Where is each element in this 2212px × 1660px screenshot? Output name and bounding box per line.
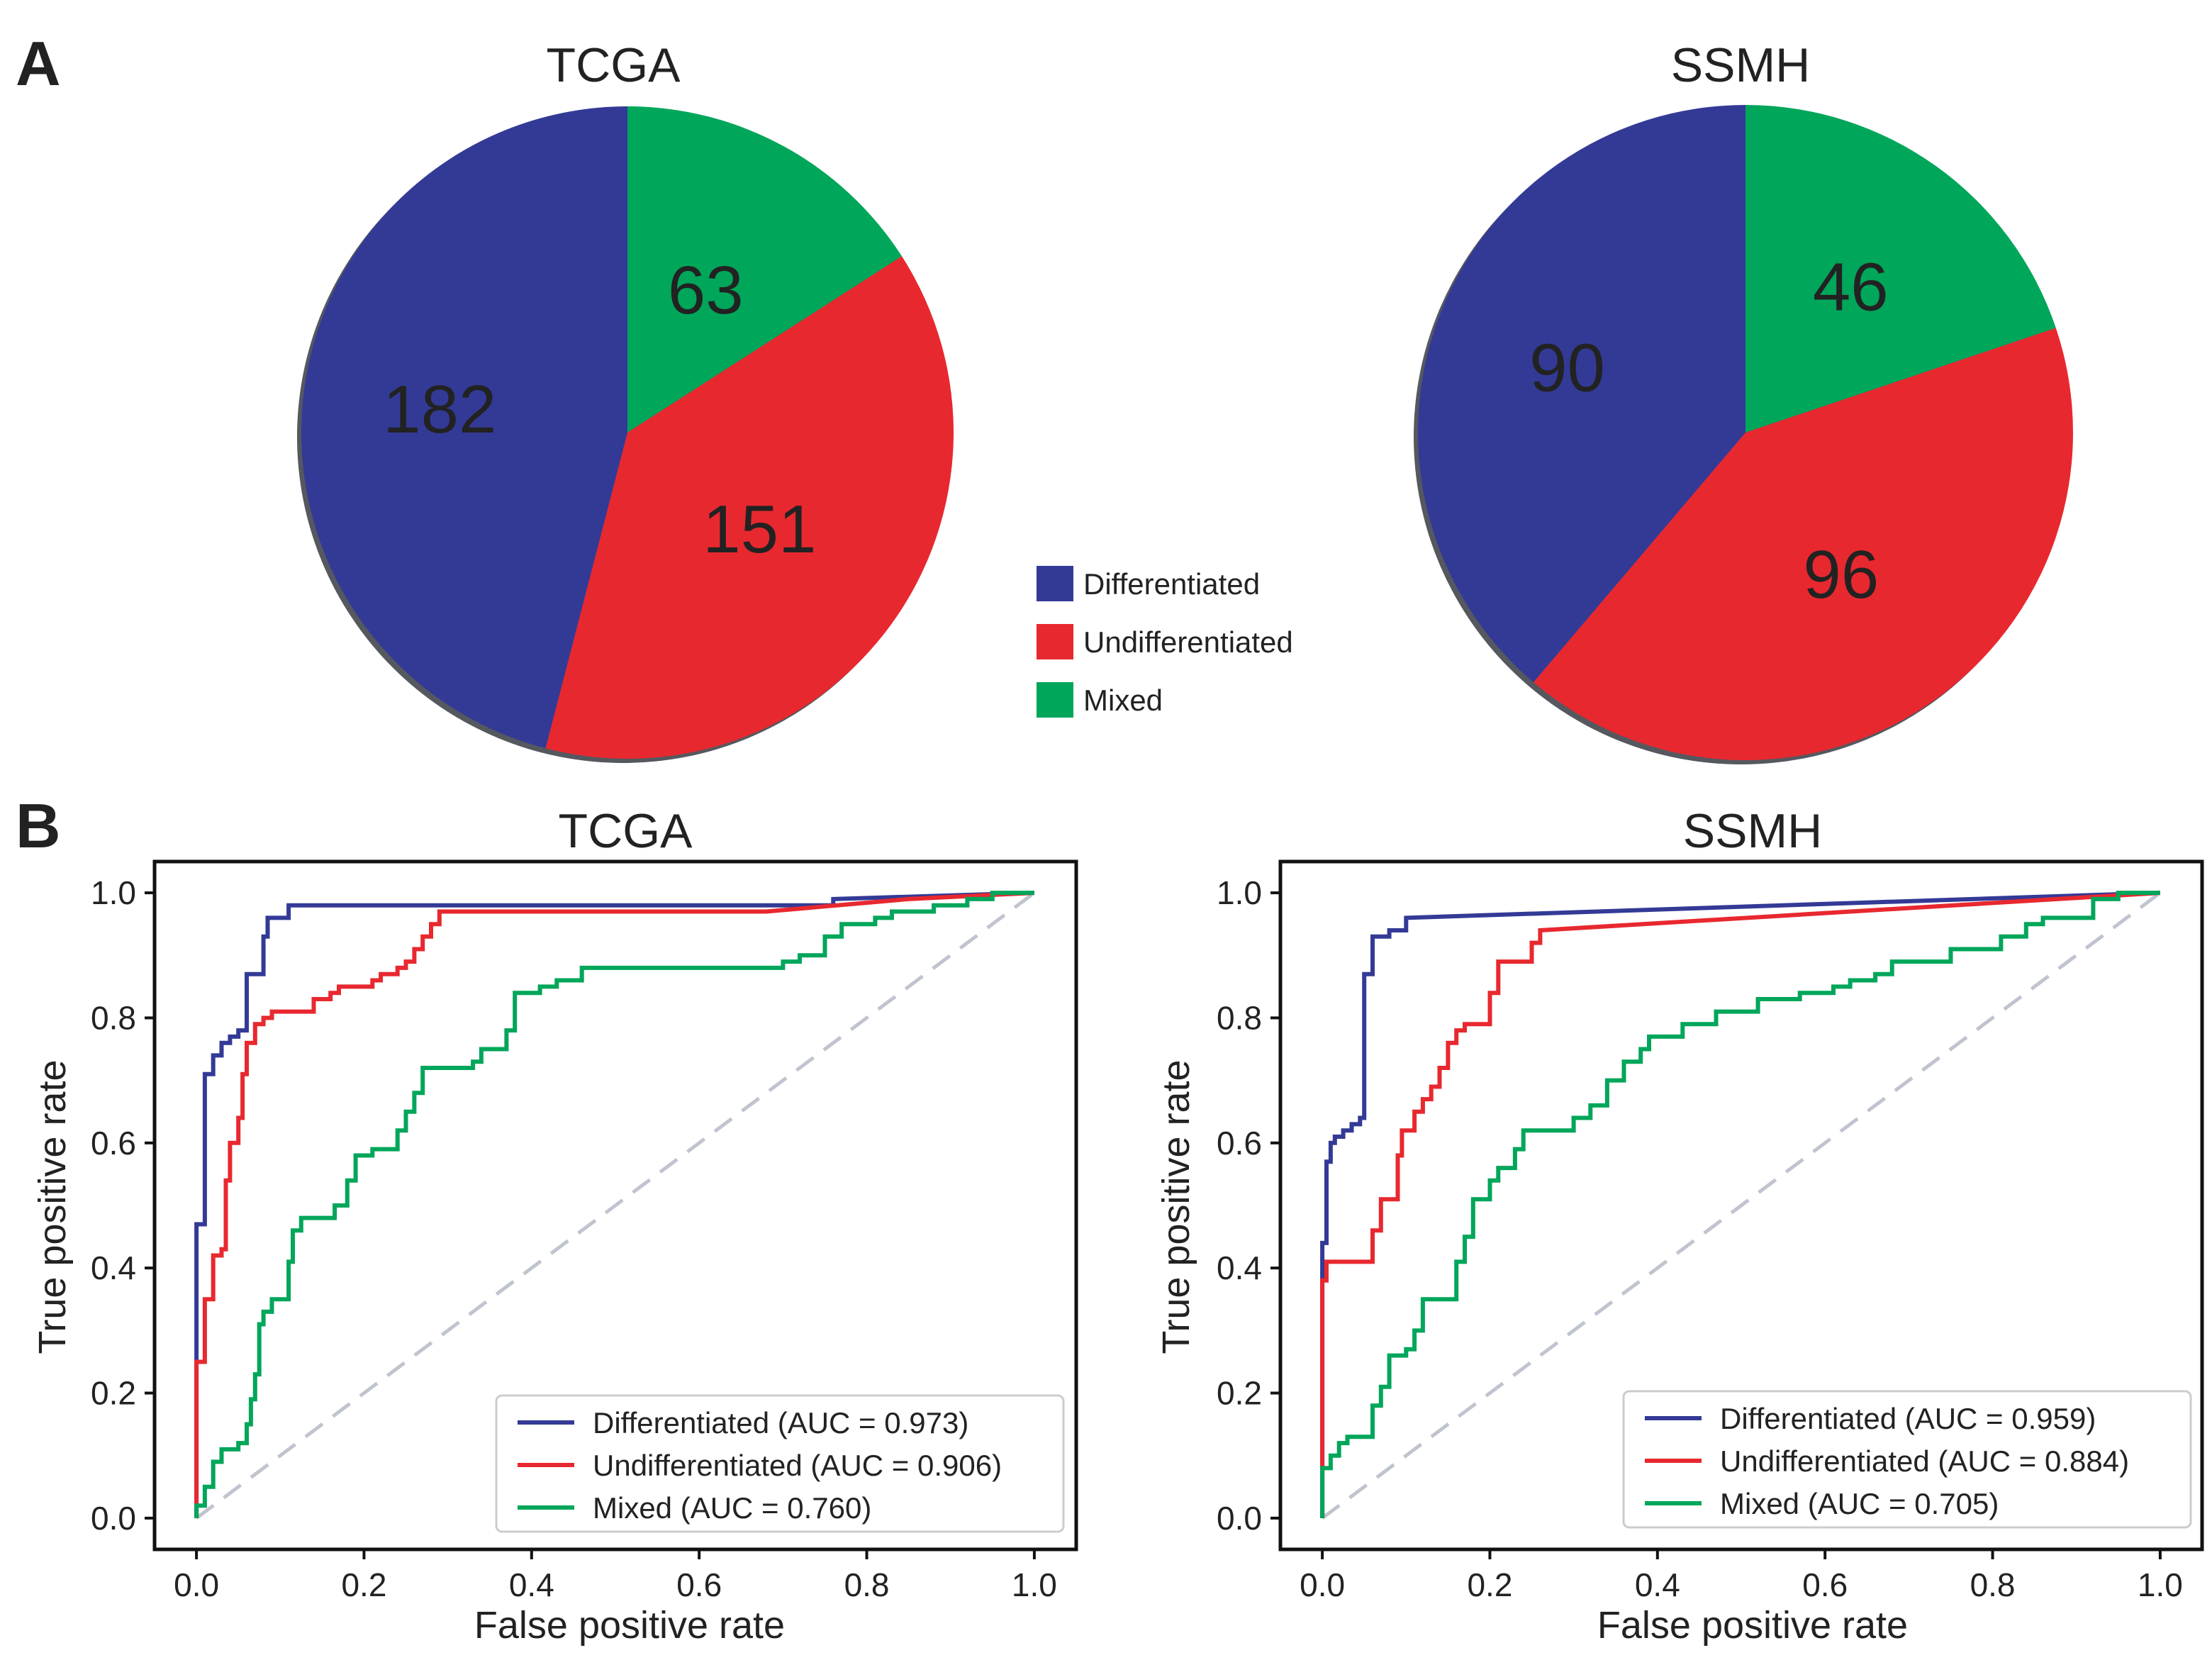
roc-line-ssmh-differentiated: [1320, 891, 2160, 1518]
roc-chart-ssmh: SSMH False positive rate True positive r…: [1155, 804, 2204, 1647]
pie-slice-tcga-undifferentiated: [545, 256, 954, 759]
legend-swatch-undifferentiated: [1037, 624, 1073, 659]
pie-slice-ssmh-mixed: [1745, 105, 2056, 433]
pie-slice-tcga-mixed: [627, 106, 902, 433]
roc-xtick-label-ssmh: 0.4: [1635, 1566, 1680, 1603]
pie-label-ssmh-undifferentiated: 96: [1803, 537, 1879, 613]
roc-xtick-label-ssmh: 1.0: [2138, 1566, 2183, 1603]
roc-legend-box-tcga: [495, 1394, 1065, 1533]
legend-label-mixed: Mixed: [1083, 684, 1163, 717]
panel-label-b: B: [16, 791, 61, 861]
pie-title-tcga: TCGA: [547, 38, 681, 92]
pie-chart-tcga: TCGA 63 151 182: [297, 38, 954, 763]
legend-label-differentiated: Differentiated: [1083, 567, 1260, 601]
roc-xtick-label-ssmh: 0.0: [1300, 1566, 1345, 1603]
shared-legend: Differentiated Undifferentiated Mixed: [1037, 566, 1293, 718]
roc-xtick-label-tcga: 0.4: [509, 1566, 554, 1603]
roc-legend-label-ssmh: Differentiated (AUC = 0.959): [1720, 1402, 2096, 1435]
roc-line-tcga-undifferentiated: [194, 891, 1035, 1518]
roc-title-tcga: TCGA: [559, 804, 693, 858]
roc-legend-ssmh: Differentiated (AUC = 0.959) Undifferenti…: [1622, 1390, 2192, 1529]
pie-slice-ssmh-undifferentiated: [1533, 328, 2073, 761]
pie-label-ssmh-differentiated: 90: [1529, 330, 1605, 406]
panel-label-a: A: [16, 28, 61, 99]
pie-slice-ssmh-differentiated: [1418, 105, 1745, 683]
roc-line-ssmh-mixed: [1320, 891, 2160, 1518]
roc-ytick-label-ssmh: 0.8: [1217, 999, 1262, 1036]
roc-frame-ssmh: [1278, 859, 2204, 1552]
roc-chart-tcga: TCGA False positive rate True positive r…: [31, 804, 1078, 1647]
roc-frame-tcga: [152, 859, 1078, 1552]
pie-label-ssmh-mixed: 46: [1813, 250, 1889, 325]
roc-ytick-label-tcga: 0.2: [91, 1375, 136, 1412]
roc-line-tcga-mixed: [194, 891, 1034, 1518]
roc-xtick-label-tcga: 0.6: [676, 1566, 722, 1603]
pie-label-tcga-mixed: 63: [668, 252, 744, 328]
roc-xtick-label-ssmh: 0.8: [1970, 1566, 2016, 1603]
roc-legend-label-tcga: Undifferentiated (AUC = 0.906): [593, 1449, 1002, 1482]
roc-xtick-label-tcga: 0.8: [844, 1566, 890, 1603]
roc-ytick-label-ssmh: 0.4: [1217, 1249, 1262, 1286]
roc-xtick-label-tcga: 1.0: [1012, 1566, 1057, 1603]
roc-xtick-label-ssmh: 0.2: [1467, 1566, 1512, 1603]
roc-ytick-label-ssmh: 0.0: [1217, 1500, 1262, 1537]
roc-legend-label-tcga: Mixed (AUC = 0.760): [593, 1491, 871, 1525]
roc-legend-label-ssmh: Mixed (AUC = 0.705): [1720, 1487, 1999, 1520]
pie-label-tcga-undifferentiated: 151: [703, 491, 816, 567]
roc-ylabel-tcga: True positive rate: [31, 1059, 74, 1354]
legend-swatch-mixed: [1037, 682, 1073, 718]
roc-legend-tcga: Differentiated (AUC = 0.973) Undifferenti…: [495, 1394, 1065, 1533]
pie-slice-tcga-differentiated: [301, 106, 627, 749]
roc-xlabel-tcga: False positive rate: [474, 1604, 785, 1647]
roc-title-ssmh: SSMH: [1683, 804, 1822, 858]
roc-diagonal-ssmh: [1321, 891, 2162, 1520]
pie-label-tcga-differentiated: 182: [383, 372, 496, 447]
pie-chart-ssmh: SSMH 46 96 90: [1414, 38, 2073, 764]
pie-title-ssmh: SSMH: [1671, 38, 1810, 92]
roc-ytick-label-tcga: 1.0: [91, 874, 136, 911]
legend-label-undifferentiated: Undifferentiated: [1083, 625, 1293, 659]
roc-line-ssmh-undifferentiated: [1320, 891, 2161, 1518]
roc-ytick-label-ssmh: 0.2: [1217, 1375, 1262, 1412]
roc-ytick-label-ssmh: 1.0: [1217, 874, 1262, 911]
roc-ylabel-ssmh: True positive rate: [1155, 1059, 1197, 1354]
roc-xtick-label-tcga: 0.2: [341, 1566, 386, 1603]
roc-ytick-label-tcga: 0.8: [91, 999, 136, 1036]
roc-ytick-label-tcga: 0.4: [91, 1249, 136, 1286]
roc-legend-box-ssmh: [1622, 1390, 2192, 1529]
roc-legend-label-ssmh: Undifferentiated (AUC = 0.884): [1720, 1444, 2129, 1478]
roc-line-tcga-differentiated: [194, 891, 1034, 1518]
roc-xtick-label-ssmh: 0.6: [1802, 1566, 1848, 1603]
roc-xtick-label-tcga: 0.0: [174, 1566, 219, 1603]
roc-diagonal-tcga: [195, 891, 1036, 1520]
legend-swatch-differentiated: [1037, 566, 1073, 601]
roc-ytick-label-ssmh: 0.6: [1217, 1125, 1262, 1162]
roc-ytick-label-tcga: 0.0: [91, 1500, 136, 1537]
roc-legend-label-tcga: Differentiated (AUC = 0.973): [593, 1406, 968, 1439]
roc-xlabel-ssmh: False positive rate: [1597, 1604, 1908, 1647]
roc-ytick-label-tcga: 0.6: [91, 1125, 136, 1162]
